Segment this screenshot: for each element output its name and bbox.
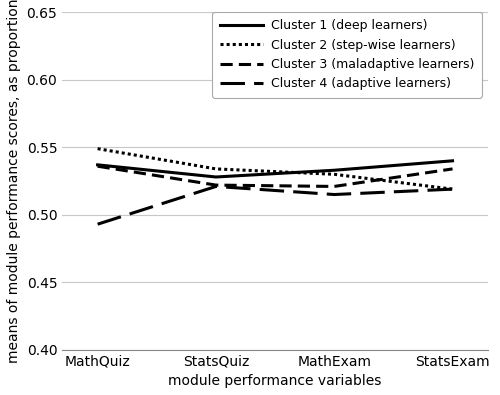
Cluster 1 (deep learners) [450,158,456,163]
Cluster 4 (adaptive learners) [94,222,100,227]
Cluster 2 (step-wise learners) [450,187,456,192]
Cluster 4 (adaptive learners) [213,184,219,189]
Cluster 2 (step-wise learners) [213,167,219,171]
Cluster 3 (maladaptive learners) [213,183,219,188]
Line: Cluster 1 (deep learners): Cluster 1 (deep learners) [98,161,452,177]
Cluster 3 (maladaptive learners) [94,164,100,169]
Cluster 2 (step-wise learners) [94,146,100,151]
Cluster 1 (deep learners) [331,168,337,173]
Cluster 1 (deep learners) [213,175,219,179]
Cluster 3 (maladaptive learners) [450,167,456,171]
Y-axis label: means of module performance scores, as proportion: means of module performance scores, as p… [7,0,21,363]
Line: Cluster 4 (adaptive learners): Cluster 4 (adaptive learners) [98,186,452,224]
Cluster 4 (adaptive learners) [331,192,337,197]
Cluster 3 (maladaptive learners) [331,184,337,189]
Line: Cluster 2 (step-wise learners): Cluster 2 (step-wise learners) [98,149,452,189]
X-axis label: module performance variables: module performance variables [168,374,382,388]
Cluster 2 (step-wise learners) [331,172,337,177]
Legend: Cluster 1 (deep learners), Cluster 2 (step-wise learners), Cluster 3 (maladaptiv: Cluster 1 (deep learners), Cluster 2 (st… [212,12,482,98]
Cluster 1 (deep learners) [94,162,100,167]
Line: Cluster 3 (maladaptive learners): Cluster 3 (maladaptive learners) [98,166,452,186]
Cluster 4 (adaptive learners) [450,187,456,192]
